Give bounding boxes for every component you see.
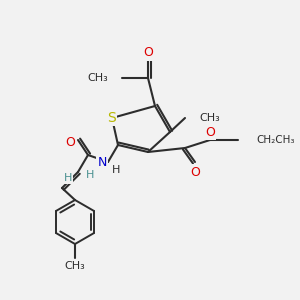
Text: O: O <box>205 125 215 139</box>
Text: H: H <box>64 173 72 183</box>
Text: N: N <box>97 155 107 169</box>
Text: S: S <box>106 111 116 125</box>
Text: O: O <box>65 136 75 148</box>
Text: CH₃: CH₃ <box>64 261 86 271</box>
Text: CH₂CH₃: CH₂CH₃ <box>256 135 295 145</box>
Text: H: H <box>112 165 120 175</box>
Text: CH₃: CH₃ <box>87 73 108 83</box>
Text: H: H <box>86 170 94 180</box>
Text: CH₃: CH₃ <box>199 113 220 123</box>
Text: O: O <box>190 166 200 178</box>
Text: O: O <box>143 46 153 59</box>
